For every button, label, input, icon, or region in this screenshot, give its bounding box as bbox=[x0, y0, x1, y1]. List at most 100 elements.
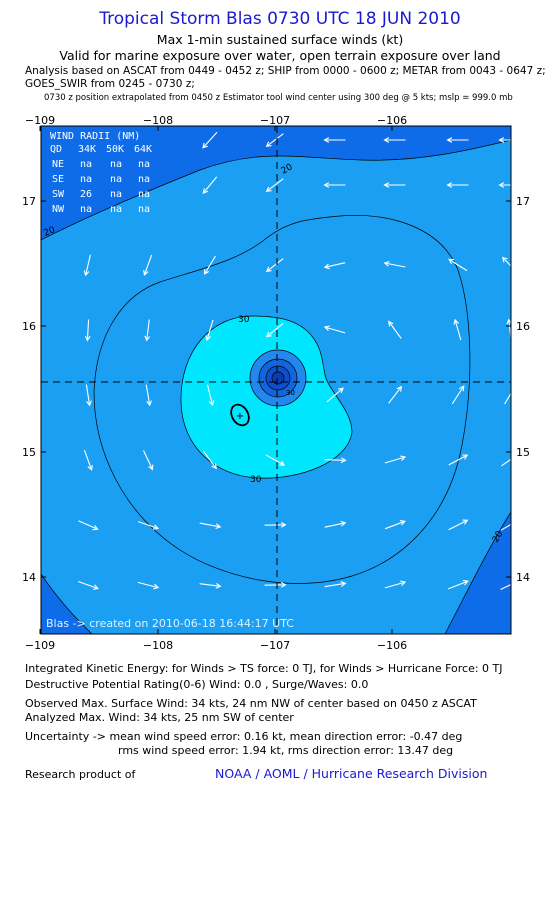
wind-arrow bbox=[446, 137, 469, 143]
wind-arrow bbox=[385, 520, 406, 530]
lat-tick-label: 16 bbox=[516, 320, 530, 333]
wind-arrow bbox=[446, 182, 469, 188]
wind-radii-cell: NE bbox=[52, 159, 64, 170]
wind-arrow bbox=[77, 580, 99, 590]
wind-radii-col: 64K bbox=[134, 144, 152, 155]
wind-arrow bbox=[264, 582, 287, 588]
research-product-label: Research product of bbox=[25, 768, 136, 781]
wind-arrow bbox=[384, 455, 407, 464]
lat-tick-label: 14 bbox=[22, 571, 36, 584]
wind-arrow bbox=[323, 325, 346, 334]
contour-label: 30 bbox=[286, 389, 295, 397]
wind-arrow bbox=[205, 319, 214, 342]
wind-arrow bbox=[202, 176, 218, 194]
lat-tick-label: 15 bbox=[516, 446, 530, 459]
wind-arrow bbox=[199, 582, 222, 589]
noaa-aoml-hrd-link[interactable]: NOAA / AOML / Hurricane Research Divisio… bbox=[215, 766, 488, 781]
analyzed-max-wind-line: Analyzed Max. Wind: 34 kts, 25 nm SW of … bbox=[25, 711, 294, 724]
wind-arrow bbox=[144, 319, 151, 342]
wind-arrow bbox=[448, 454, 469, 466]
wind-arrow bbox=[264, 522, 287, 528]
wind-arrow bbox=[143, 254, 153, 276]
uncertainty-line2: rms wind speed error: 1.94 kt, rms direc… bbox=[118, 744, 454, 757]
destructive-potential-line: Destructive Potential Rating(0-6) Wind: … bbox=[25, 678, 369, 691]
wind-arrow bbox=[202, 131, 218, 149]
wind-arrow bbox=[388, 320, 402, 339]
map-frame bbox=[40, 125, 512, 635]
subtitle: Max 1-min sustained surface winds (kt) bbox=[156, 32, 404, 47]
wind-radii-cell: SE bbox=[52, 174, 64, 185]
wind-arrow bbox=[143, 450, 154, 471]
wind-arrow bbox=[203, 255, 216, 275]
wind-radii-cell: na bbox=[80, 159, 92, 170]
wind-arrow bbox=[323, 182, 346, 188]
wind-arrow bbox=[500, 523, 511, 531]
wind-radii-cell: SW bbox=[52, 189, 65, 200]
longitude-labels: −109 −108 −107 −106 −109 −108 −107 −106 bbox=[25, 114, 407, 652]
axis-ticks bbox=[39, 126, 511, 634]
core-ring-4 bbox=[272, 372, 284, 384]
wind-arrow bbox=[504, 387, 511, 405]
lon-tick-label: −109 bbox=[25, 114, 55, 127]
max-wind-plus: + bbox=[236, 411, 244, 422]
wind-arrow bbox=[501, 256, 511, 267]
wind-radii-cell: na bbox=[110, 159, 122, 170]
latitude-labels: 17 16 15 14 17 16 15 14 bbox=[22, 195, 530, 584]
contour-label: 30 bbox=[238, 315, 250, 325]
lon-tick-label: −107 bbox=[260, 114, 290, 127]
wind-arrow bbox=[137, 581, 160, 590]
lon-tick-label: −107 bbox=[260, 639, 290, 652]
wind-radii-col: QD bbox=[50, 144, 62, 155]
wind-analysis-map: + 20 20 30 30 30 20 WIND RADII (NM) QD 3… bbox=[22, 114, 530, 652]
southwest-corner-band bbox=[41, 574, 92, 634]
southeast-corner-band bbox=[445, 512, 511, 634]
wind-arrow bbox=[447, 579, 469, 590]
valid-exposure-note: Valid for marine exposure over water, op… bbox=[59, 48, 501, 63]
wind-arrow bbox=[326, 387, 344, 403]
contour-label: 20 bbox=[42, 225, 57, 239]
lon-tick-label: −108 bbox=[143, 639, 173, 652]
lon-tick-label: −106 bbox=[377, 639, 407, 652]
wind-contour-field: + 20 20 30 30 30 20 WIND RADII (NM) QD 3… bbox=[41, 126, 511, 634]
lon-tick-label: −106 bbox=[377, 114, 407, 127]
wind-arrow bbox=[265, 454, 286, 466]
wind-radii-cell: na bbox=[110, 174, 122, 185]
wind-arrow bbox=[137, 521, 159, 530]
wind-radii-cell: na bbox=[80, 204, 92, 215]
wind-radii-header: WIND RADII (NM) bbox=[50, 131, 140, 142]
wind-arrow bbox=[265, 133, 284, 147]
contour-label: 30 bbox=[250, 475, 262, 485]
lat-tick-label: 16 bbox=[22, 320, 36, 333]
wind-radii-col: 50K bbox=[106, 144, 124, 155]
wind-arrow bbox=[324, 457, 347, 464]
wind-arrow bbox=[384, 580, 407, 589]
wind-arrow bbox=[451, 385, 465, 405]
wind-arrow bbox=[498, 182, 511, 188]
wind-arrow bbox=[500, 583, 511, 590]
wind-arrow bbox=[500, 458, 511, 467]
wind-radii-cell: na bbox=[110, 189, 122, 200]
wind-radii-cell: 26 bbox=[80, 189, 92, 200]
wind-arrow bbox=[383, 260, 406, 268]
wind-arrow bbox=[265, 178, 284, 192]
creation-credit: Blas -> created on 2010-06-18 16:44:17 U… bbox=[46, 617, 294, 630]
wind-arrow bbox=[383, 182, 406, 188]
max-wind-marker bbox=[230, 403, 250, 427]
wind-arrow bbox=[78, 520, 99, 531]
lat-tick-label: 17 bbox=[516, 195, 530, 208]
upper-wind-band bbox=[41, 126, 511, 240]
wind-arrow bbox=[83, 254, 91, 277]
wind-arrow bbox=[265, 322, 284, 338]
uncertainty-line1: Uncertainty -> mean wind speed error: 0.… bbox=[25, 730, 463, 743]
wind-arrow bbox=[324, 520, 347, 528]
wind-arrow bbox=[83, 449, 93, 471]
observed-max-wind-line: Observed Max. Surface Wind: 34 kts, 24 n… bbox=[25, 697, 477, 710]
page-title: Tropical Storm Blas 0730 UTC 18 JUN 2010 bbox=[99, 9, 461, 29]
analysis-sources-line2: GOES_SWIR from 0245 - 0730 z; bbox=[25, 78, 195, 90]
lat-tick-label: 14 bbox=[516, 571, 530, 584]
wind-arrow bbox=[448, 519, 469, 531]
wind-radii-table: WIND RADII (NM) QD 34K 50K 64K NE na na … bbox=[50, 131, 152, 215]
wind-radii-cell: na bbox=[110, 204, 122, 215]
wind-arrow bbox=[498, 137, 511, 143]
wind-radii-cell: na bbox=[138, 174, 150, 185]
